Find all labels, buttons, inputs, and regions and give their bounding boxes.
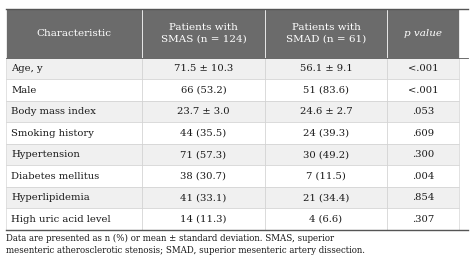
FancyBboxPatch shape — [6, 122, 142, 144]
Text: .004: .004 — [412, 172, 434, 181]
Text: Age, y: Age, y — [11, 64, 43, 73]
FancyBboxPatch shape — [6, 187, 142, 208]
FancyBboxPatch shape — [387, 9, 459, 58]
FancyBboxPatch shape — [387, 101, 459, 122]
Text: 14 (11.3): 14 (11.3) — [180, 215, 227, 224]
FancyBboxPatch shape — [142, 9, 265, 58]
FancyBboxPatch shape — [387, 79, 459, 101]
FancyBboxPatch shape — [265, 144, 387, 165]
FancyBboxPatch shape — [6, 79, 142, 101]
FancyBboxPatch shape — [265, 187, 387, 208]
Text: Patients with
SMAS (n = 124): Patients with SMAS (n = 124) — [161, 23, 246, 44]
FancyBboxPatch shape — [387, 144, 459, 165]
Text: Data are presented as n (%) or mean ± standard deviation. SMAS, superior
mesente: Data are presented as n (%) or mean ± st… — [6, 234, 365, 255]
Text: Patients with
SMAD (n = 61): Patients with SMAD (n = 61) — [286, 23, 366, 44]
Text: .854: .854 — [412, 193, 434, 202]
FancyBboxPatch shape — [387, 208, 459, 230]
FancyBboxPatch shape — [387, 187, 459, 208]
Text: 71 (57.3): 71 (57.3) — [181, 150, 227, 159]
Text: 66 (53.2): 66 (53.2) — [181, 86, 226, 95]
Text: p value: p value — [404, 29, 442, 38]
FancyBboxPatch shape — [142, 208, 265, 230]
Text: <.001: <.001 — [408, 64, 438, 73]
FancyBboxPatch shape — [142, 187, 265, 208]
Text: 71.5 ± 10.3: 71.5 ± 10.3 — [174, 64, 233, 73]
FancyBboxPatch shape — [6, 9, 142, 58]
Text: 24 (39.3): 24 (39.3) — [303, 129, 349, 138]
Text: 41 (33.1): 41 (33.1) — [180, 193, 227, 202]
FancyBboxPatch shape — [265, 101, 387, 122]
FancyBboxPatch shape — [6, 101, 142, 122]
FancyBboxPatch shape — [265, 208, 387, 230]
Text: 56.1 ± 9.1: 56.1 ± 9.1 — [300, 64, 353, 73]
Text: Smoking history: Smoking history — [11, 129, 94, 138]
FancyBboxPatch shape — [6, 165, 142, 187]
FancyBboxPatch shape — [265, 9, 387, 58]
FancyBboxPatch shape — [265, 165, 387, 187]
FancyBboxPatch shape — [142, 79, 265, 101]
Text: .053: .053 — [412, 107, 434, 116]
Text: 21 (34.4): 21 (34.4) — [303, 193, 349, 202]
Text: 44 (35.5): 44 (35.5) — [180, 129, 227, 138]
Text: High uric acid level: High uric acid level — [11, 215, 111, 224]
Text: 23.7 ± 3.0: 23.7 ± 3.0 — [177, 107, 230, 116]
Text: Characteristic: Characteristic — [36, 29, 111, 38]
FancyBboxPatch shape — [142, 122, 265, 144]
Text: <.001: <.001 — [408, 86, 438, 95]
Text: 38 (30.7): 38 (30.7) — [181, 172, 227, 181]
FancyBboxPatch shape — [387, 58, 459, 79]
FancyBboxPatch shape — [265, 58, 387, 79]
FancyBboxPatch shape — [142, 101, 265, 122]
FancyBboxPatch shape — [265, 79, 387, 101]
Text: Body mass index: Body mass index — [11, 107, 96, 116]
FancyBboxPatch shape — [6, 144, 142, 165]
Text: Hyperlipidemia: Hyperlipidemia — [11, 193, 90, 202]
FancyBboxPatch shape — [142, 58, 265, 79]
FancyBboxPatch shape — [387, 165, 459, 187]
Text: 4 (6.6): 4 (6.6) — [310, 215, 343, 224]
Text: Hypertension: Hypertension — [11, 150, 80, 159]
FancyBboxPatch shape — [265, 122, 387, 144]
Text: 51 (83.6): 51 (83.6) — [303, 86, 349, 95]
Text: .609: .609 — [412, 129, 434, 138]
Text: .307: .307 — [412, 215, 434, 224]
Text: 30 (49.2): 30 (49.2) — [303, 150, 349, 159]
Text: Diabetes mellitus: Diabetes mellitus — [11, 172, 100, 181]
FancyBboxPatch shape — [142, 165, 265, 187]
FancyBboxPatch shape — [142, 144, 265, 165]
Text: 7 (11.5): 7 (11.5) — [306, 172, 346, 181]
Text: .300: .300 — [412, 150, 434, 159]
FancyBboxPatch shape — [6, 58, 142, 79]
Text: Male: Male — [11, 86, 37, 95]
FancyBboxPatch shape — [6, 208, 142, 230]
FancyBboxPatch shape — [387, 122, 459, 144]
Text: 24.6 ± 2.7: 24.6 ± 2.7 — [300, 107, 352, 116]
